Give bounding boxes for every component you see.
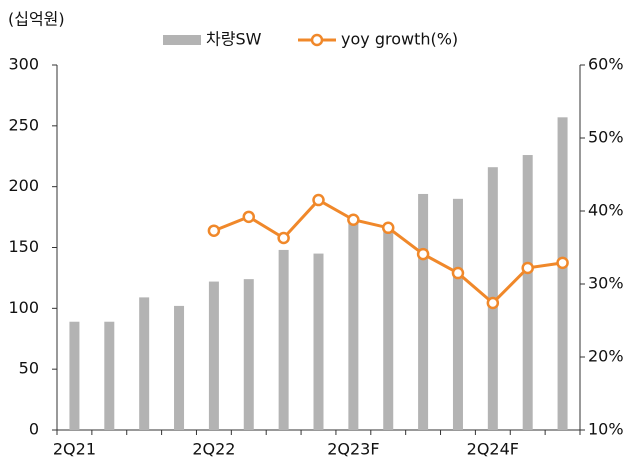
line-marker [381,221,395,235]
y2-tick-label: 20% [588,347,624,366]
line-marker [486,296,500,310]
bar [383,225,394,430]
y-tick-label: 200 [8,176,39,195]
bar [278,249,289,430]
line-marker [451,266,465,280]
line-marker [207,224,221,237]
legend-swatch [163,35,201,45]
line-marker [416,247,430,261]
bar [174,305,185,430]
legend-label: yoy growth(%) [341,30,458,49]
y-tick-label: 250 [8,115,39,134]
y-tick-label: 100 [8,298,39,317]
x-tick-label: 2Q21 [53,440,96,459]
bar [104,321,115,430]
line-marker [556,256,569,270]
y2-tick-label: 10% [588,420,624,439]
y-tick-label: 300 [8,55,39,74]
y2-tick-label: 60% [588,55,624,74]
y-tick-label: 150 [8,237,39,256]
bar [348,217,359,430]
line-marker [277,231,290,245]
bar [69,321,80,430]
bar [313,253,324,430]
line-marker [347,213,360,227]
legend-label: 차량SW [206,30,262,49]
line-marker [242,210,256,224]
bar [522,155,533,431]
bar [243,279,254,430]
y2-tick-label: 50% [588,128,624,147]
unit-label: (십억원) [8,10,65,29]
line-marker [521,261,534,275]
y2-tick-label: 30% [588,274,624,293]
bar [418,193,429,430]
legend-swatch [310,33,324,47]
bar [139,297,150,430]
x-tick-label: 2Q24F [467,440,519,459]
y-tick-label: 0 [29,420,39,439]
bar [208,281,219,430]
bar [452,198,463,430]
bar [557,117,568,431]
y-tick-label: 50 [19,359,39,378]
x-tick-label: 2Q23F [327,440,379,459]
y2-tick-label: 40% [588,201,624,220]
x-tick-label: 2Q22 [192,440,235,459]
line-marker [312,193,325,207]
